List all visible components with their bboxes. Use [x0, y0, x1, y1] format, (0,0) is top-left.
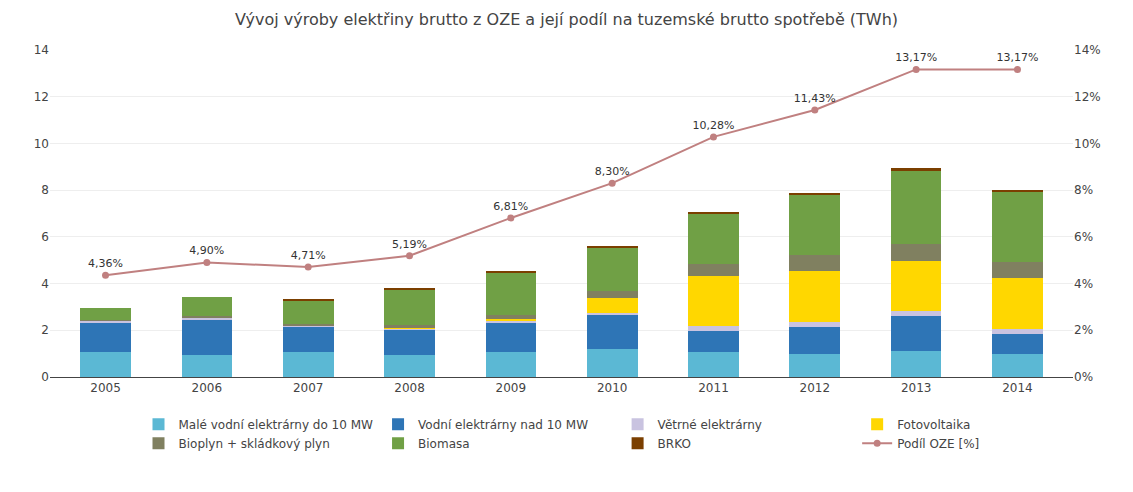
svg-text:Biomasa: Biomasa	[418, 437, 470, 451]
svg-text:BRKO: BRKO	[658, 437, 691, 451]
svg-text:6: 6	[41, 230, 49, 244]
svg-text:2010: 2010	[597, 381, 628, 395]
svg-text:6,81%: 6,81%	[493, 200, 528, 213]
svg-text:2006: 2006	[192, 381, 223, 395]
svg-text:2013: 2013	[901, 381, 932, 395]
svg-text:4: 4	[41, 277, 49, 291]
svg-text:10,28%: 10,28%	[693, 119, 735, 132]
svg-text:Vodní elektrárny nad 10 MW: Vodní elektrárny nad 10 MW	[418, 418, 588, 432]
svg-text:8%: 8%	[1074, 183, 1093, 197]
svg-text:4,90%: 4,90%	[189, 244, 224, 257]
svg-text:2014: 2014	[1002, 381, 1033, 395]
svg-text:13,17%: 13,17%	[996, 51, 1038, 64]
svg-text:Fotovoltaika: Fotovoltaika	[897, 418, 970, 432]
svg-text:4,71%: 4,71%	[291, 249, 326, 262]
svg-text:12: 12	[34, 90, 49, 104]
svg-text:Bioplyn + skládkový plyn: Bioplyn + skládkový plyn	[179, 437, 330, 451]
svg-text:14: 14	[34, 43, 49, 57]
svg-text:2: 2	[41, 323, 49, 337]
svg-text:2012: 2012	[800, 381, 831, 395]
svg-text:2008: 2008	[394, 381, 425, 395]
svg-text:Podíl OZE [%]: Podíl OZE [%]	[897, 437, 979, 451]
svg-text:10%: 10%	[1074, 137, 1101, 151]
svg-text:11,43%: 11,43%	[794, 92, 836, 105]
svg-text:Větrné elektrárny: Větrné elektrárny	[658, 418, 762, 432]
svg-text:2005: 2005	[90, 381, 121, 395]
svg-text:4,36%: 4,36%	[88, 257, 123, 270]
svg-text:8: 8	[41, 183, 49, 197]
svg-text:2011: 2011	[698, 381, 729, 395]
svg-text:5,19%: 5,19%	[392, 238, 427, 251]
svg-text:12%: 12%	[1074, 90, 1101, 104]
svg-text:Malé vodní elektrárny do 10 MW: Malé vodní elektrárny do 10 MW	[179, 418, 374, 432]
svg-text:2007: 2007	[293, 381, 324, 395]
svg-text:2009: 2009	[496, 381, 527, 395]
svg-text:2%: 2%	[1074, 323, 1093, 337]
svg-text:4%: 4%	[1074, 277, 1093, 291]
svg-text:14%: 14%	[1074, 43, 1101, 57]
svg-text:6%: 6%	[1074, 230, 1093, 244]
svg-text:0: 0	[41, 370, 49, 384]
svg-text:Vývoj výroby elektřiny brutto: Vývoj výroby elektřiny brutto z OZE a je…	[235, 10, 898, 29]
svg-text:0%: 0%	[1074, 370, 1093, 384]
svg-text:13,17%: 13,17%	[895, 51, 937, 64]
svg-text:8,30%: 8,30%	[595, 165, 630, 178]
svg-text:10: 10	[34, 137, 49, 151]
